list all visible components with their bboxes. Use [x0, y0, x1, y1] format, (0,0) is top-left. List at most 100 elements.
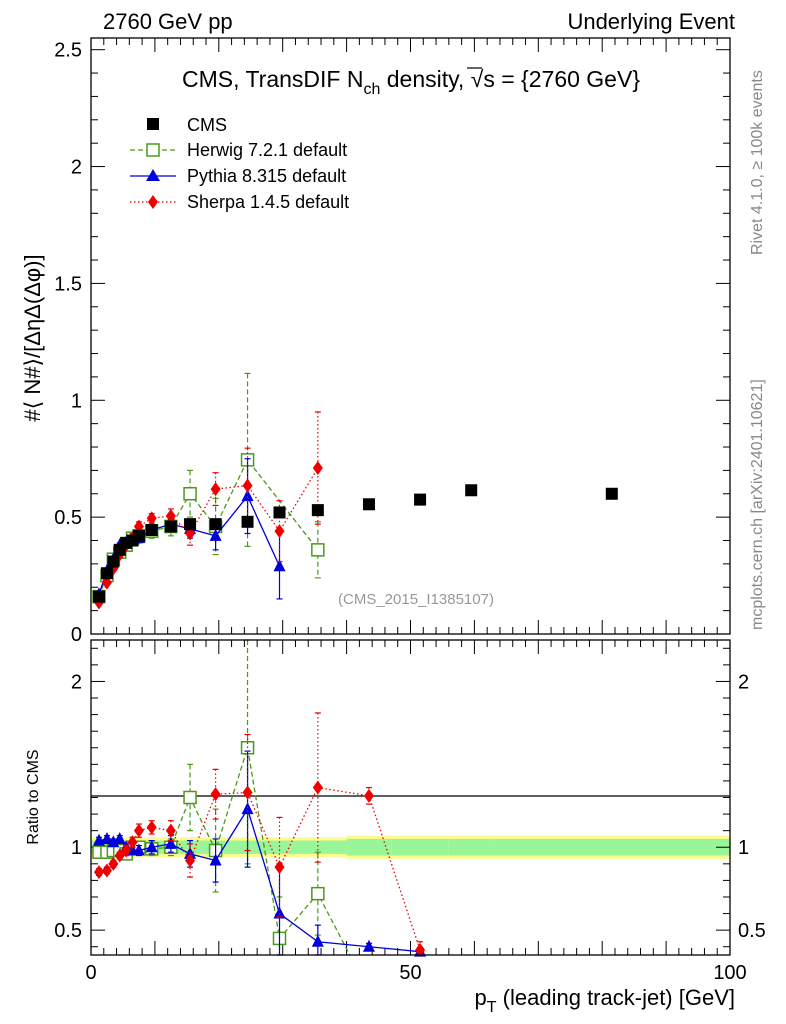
legend-entry-cms: CMS — [147, 115, 227, 135]
main-point-cms — [311, 504, 324, 517]
main-point-sherpa — [274, 524, 285, 539]
main-point-cms — [92, 590, 105, 603]
main-y-tick-label: 2.5 — [54, 40, 82, 62]
ratio-x-tick-label: 100 — [713, 962, 746, 984]
main-series-herwig — [92, 372, 325, 604]
main-point-sherpa — [165, 508, 176, 523]
legend-label-cms: CMS — [187, 115, 227, 135]
ratio-xlabel: pT (leading track-jet) [GeV] — [475, 985, 735, 1016]
ratio-point-pythia — [132, 843, 145, 856]
ratio-point-sherpa — [121, 843, 132, 858]
ratio-band-inner — [346, 838, 392, 856]
ratio-point-sherpa — [185, 853, 196, 868]
ratio-point-pythia — [273, 906, 286, 919]
main-point-sherpa — [242, 478, 253, 493]
main-point-cms — [209, 518, 222, 531]
main-panel: 0 0.5 1 1.5 2 2.5 CMS, TransDIF Nch density, … — [20, 37, 731, 646]
main-point-cms — [241, 515, 254, 528]
ratio-point-herwig — [311, 886, 325, 901]
ratio-y-tick-label-right: 0.5 — [738, 920, 766, 942]
main-point-herwig — [183, 487, 197, 501]
main-y-tick-label: 2 — [71, 157, 82, 179]
main-series-cms — [92, 484, 618, 603]
main-point-cms — [414, 493, 427, 506]
ratio-y-tick-label-right: 1 — [738, 837, 749, 859]
ratio-point-pythia — [164, 836, 177, 849]
ratio-point-pythia — [311, 934, 324, 947]
ratio-axis-ticks: 0.5 0.5 1 1 2 2 0 50 100 — [54, 640, 766, 984]
ratio-point-sherpa — [146, 820, 157, 835]
ratio-point-sherpa — [133, 823, 144, 838]
ratio-point-pythia — [113, 831, 126, 844]
main-axis-ticks: 0 0.5 1 1.5 2 2.5 — [54, 38, 731, 646]
ratio-point-pythia — [107, 835, 120, 848]
legend-entry-pythia: Pythia 8.315 default — [130, 166, 346, 186]
ratio-point-sherpa — [242, 785, 253, 800]
main-point-cms — [164, 520, 177, 533]
title-sub: ch — [363, 81, 380, 98]
ratio-band-inner — [448, 838, 494, 856]
ratio-y-tick-label: 0.5 — [54, 920, 82, 942]
main-point-cms — [465, 484, 478, 497]
ratio-point-pythia — [362, 939, 375, 952]
mcplots-label: mcplots.cern.ch [arXiv:2401.10621] — [749, 379, 766, 630]
ratio-line-sherpa — [98, 786, 421, 951]
ratio-point-sherpa — [274, 860, 285, 875]
main-point-pythia — [273, 559, 286, 572]
main-point-sherpa — [146, 511, 157, 526]
xlabel-prefix: p — [475, 985, 487, 1010]
legend-marker-cms — [147, 118, 159, 130]
title-prefix: CMS, TransDIF N — [182, 66, 363, 92]
legend-label-sherpa: Sherpa 1.4.5 default — [187, 192, 349, 212]
ratio-band-inner — [263, 840, 296, 854]
legend-entry-sherpa: Sherpa 1.4.5 default — [130, 192, 349, 212]
xlabel-sub: T — [487, 999, 497, 1016]
ratio-band-inner — [493, 838, 730, 856]
ratio-y-tick-label: 1 — [71, 837, 82, 859]
main-point-cms — [100, 567, 113, 580]
legend: CMS Herwig 7.2.1 default Pythia 8.315 de… — [130, 115, 349, 212]
ratio-point-pythia — [145, 840, 158, 853]
main-y-tick-label: 1 — [71, 390, 82, 412]
ratio-y-tick-label-right: 2 — [738, 671, 749, 693]
main-point-cms — [605, 487, 618, 500]
legend-label-herwig: Herwig 7.2.1 default — [187, 140, 347, 160]
header-right: Underlying Event — [567, 9, 735, 34]
ratio-point-sherpa — [312, 780, 323, 795]
ratio-line-pythia — [98, 807, 421, 953]
main-ylabel: #⟨ N#⟩/[ΔηΔ(Δφ)] — [20, 254, 45, 421]
ratio-point-sherpa — [93, 865, 104, 880]
title-suffix: = {2760 GeV} — [495, 66, 640, 92]
ratio-y-tick-label: 2 — [71, 671, 82, 693]
xlabel-suffix: (leading track-jet) [GeV] — [497, 985, 735, 1010]
legend-marker-sherpa — [148, 195, 158, 209]
ratio-x-tick-label: 0 — [85, 962, 96, 984]
legend-marker-herwig — [146, 143, 160, 157]
ratio-band-inner — [391, 838, 449, 856]
legend-label-pythia: Pythia 8.315 default — [187, 166, 346, 186]
main-point-cms — [132, 529, 145, 542]
main-y-tick-label: 1.5 — [54, 273, 82, 295]
ratio-point-pythia — [241, 802, 254, 815]
ratio-point-sherpa — [127, 835, 138, 850]
main-point-cms — [120, 536, 133, 549]
main-title: CMS, TransDIF Nch density, √s = {2760 Ge… — [182, 66, 640, 98]
title-sqrt: √s — [471, 66, 495, 92]
main-point-cms — [145, 523, 158, 536]
main-line-sherpa — [98, 467, 319, 603]
analysis-watermark: (CMS_2015_I1385107) — [338, 591, 494, 608]
ratio-point-sherpa — [210, 787, 221, 802]
main-y-tick-label: 0 — [71, 624, 82, 646]
ratio-frame — [90, 639, 731, 956]
ratio-ylabel: Ratio to CMS — [25, 749, 42, 844]
header-left: 2760 GeV pp — [103, 9, 233, 34]
main-point-cms — [362, 498, 375, 511]
main-point-sherpa — [210, 482, 221, 497]
main-point-pythia — [209, 528, 222, 541]
main-series-sherpa — [93, 411, 323, 610]
ratio-point-sherpa — [363, 788, 374, 803]
title-mid: density, — [380, 66, 470, 92]
legend-marker-pythia — [146, 169, 160, 181]
ratio-point-pythia — [209, 853, 222, 866]
